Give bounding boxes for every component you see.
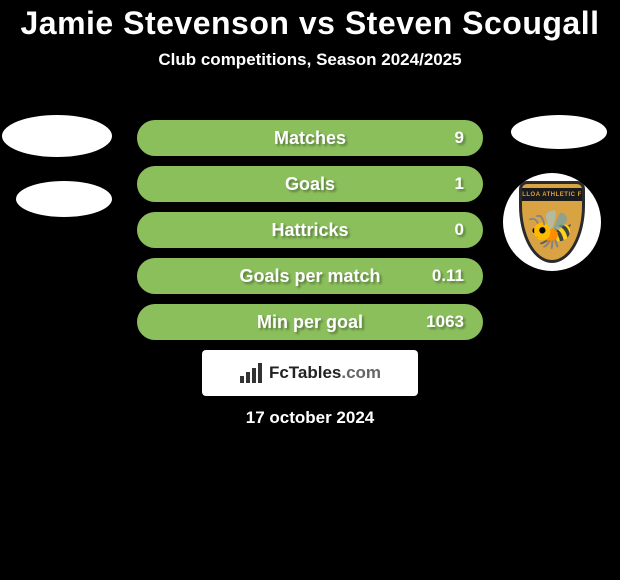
brand-domain: .com: [341, 363, 381, 382]
stat-row: Goals per match 0.11: [137, 258, 483, 294]
stat-row: Matches 9: [137, 120, 483, 156]
club-badge: ALLOA ATHLETIC FC 🐝: [503, 173, 601, 271]
chart-icon: [239, 362, 263, 384]
left-avatar-area: [2, 115, 117, 241]
stat-label: Goals: [285, 174, 335, 195]
stat-row: Min per goal 1063: [137, 304, 483, 340]
footer-brand[interactable]: FcTables.com: [202, 350, 418, 396]
placeholder-ellipse: [511, 115, 607, 149]
footer-date: 17 october 2024: [246, 408, 375, 428]
right-avatar-area: ALLOA ATHLETIC FC 🐝: [503, 115, 618, 271]
player1-name: Jamie Stevenson: [20, 5, 289, 41]
stat-row: Goals 1: [137, 166, 483, 202]
placeholder-ellipse: [16, 181, 112, 217]
stat-value: 1063: [426, 312, 464, 332]
stats-panel: Matches 9 Goals 1 Hattricks 0 Goals per match 0…: [137, 120, 483, 350]
brand-main: FcTables: [269, 363, 341, 382]
subtitle: Club competitions, Season 2024/2025: [0, 50, 620, 70]
stat-value: 0: [455, 220, 464, 240]
placeholder-ellipse: [2, 115, 112, 157]
stat-label: Goals per match: [239, 266, 380, 287]
shield-icon: ALLOA ATHLETIC FC 🐝: [519, 181, 585, 263]
player2-name: Steven Scougall: [345, 5, 600, 41]
club-banner: ALLOA ATHLETIC FC: [519, 188, 585, 201]
stat-row: Hattricks 0: [137, 212, 483, 248]
footer-brand-text: FcTables.com: [269, 363, 381, 383]
stat-value: 1: [455, 174, 464, 194]
stat-value: 9: [455, 128, 464, 148]
stat-label: Hattricks: [271, 220, 348, 241]
vs-label: vs: [299, 5, 336, 41]
wasp-icon: 🐝: [526, 202, 577, 259]
stat-label: Matches: [274, 128, 346, 149]
stat-value: 0.11: [432, 266, 464, 286]
page-title: Jamie Stevenson vs Steven Scougall: [0, 0, 620, 42]
stat-label: Min per goal: [257, 312, 363, 333]
